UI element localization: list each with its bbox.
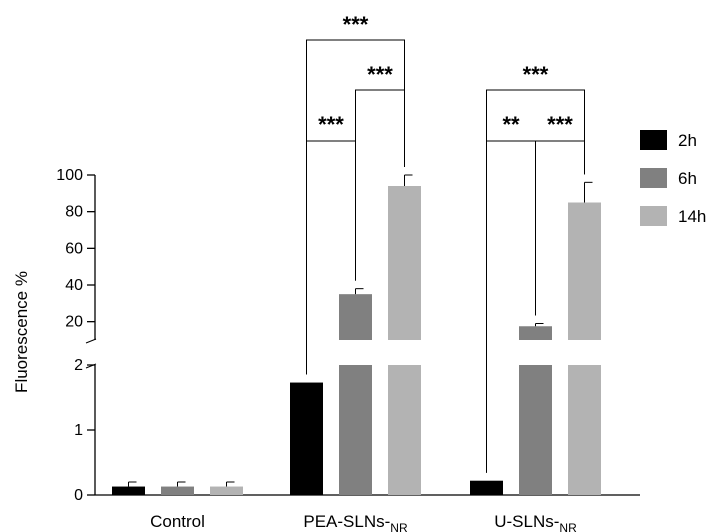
bar [161, 486, 194, 495]
axis-layer: 0 1 2 20 40 60 80 100 Control PEA-SLNs-NR U-SLNs-N… [56, 167, 640, 532]
bar [388, 186, 421, 340]
legend: 2h 6h 14h [640, 130, 706, 226]
bar [568, 202, 601, 340]
y-tick-label: 1 [74, 422, 83, 439]
y-tick-label: 20 [65, 314, 83, 331]
bar [519, 326, 552, 340]
legend-swatch [640, 168, 667, 188]
bar-lower-segment [388, 365, 421, 495]
bar-lower-segment [519, 365, 552, 495]
y-tick-label: 40 [65, 277, 83, 294]
bar [290, 382, 323, 495]
x-category-label: U-SLNs-NR [494, 512, 577, 532]
significance-label: *** [523, 62, 549, 87]
significance-bracket [306, 39, 405, 375]
legend-label: 2h [678, 131, 697, 150]
y-tick-label: 2 [74, 357, 83, 374]
y-tick-label: 80 [65, 204, 83, 221]
significance-label: *** [343, 12, 369, 37]
bar [470, 480, 503, 495]
bar-lower-segment [568, 365, 601, 495]
significance-label: *** [547, 112, 573, 137]
significance-layer: *********** ****** [306, 12, 585, 473]
legend-swatch [640, 206, 667, 226]
bar [112, 486, 145, 495]
x-category-label: Control [150, 512, 205, 531]
bar-layer [112, 174, 601, 495]
significance-label: *** [318, 112, 344, 137]
significance-label: ** [502, 112, 520, 137]
y-tick-label: 0 [74, 487, 83, 504]
y-tick-label: 60 [65, 240, 83, 257]
significance-label: *** [367, 62, 393, 87]
legend-label: 6h [678, 169, 697, 188]
bar [339, 294, 372, 340]
y-axis-label: Fluorescence % [12, 271, 31, 393]
legend-label: 14h [678, 207, 706, 226]
legend-swatch [640, 130, 667, 150]
significance-bracket [486, 89, 585, 473]
y-tick-label: 100 [56, 167, 83, 184]
bar [210, 486, 243, 495]
x-category-label: PEA-SLNs-NR [303, 512, 408, 532]
bar-lower-segment [339, 365, 372, 495]
axis-break-mark [85, 338, 97, 344]
